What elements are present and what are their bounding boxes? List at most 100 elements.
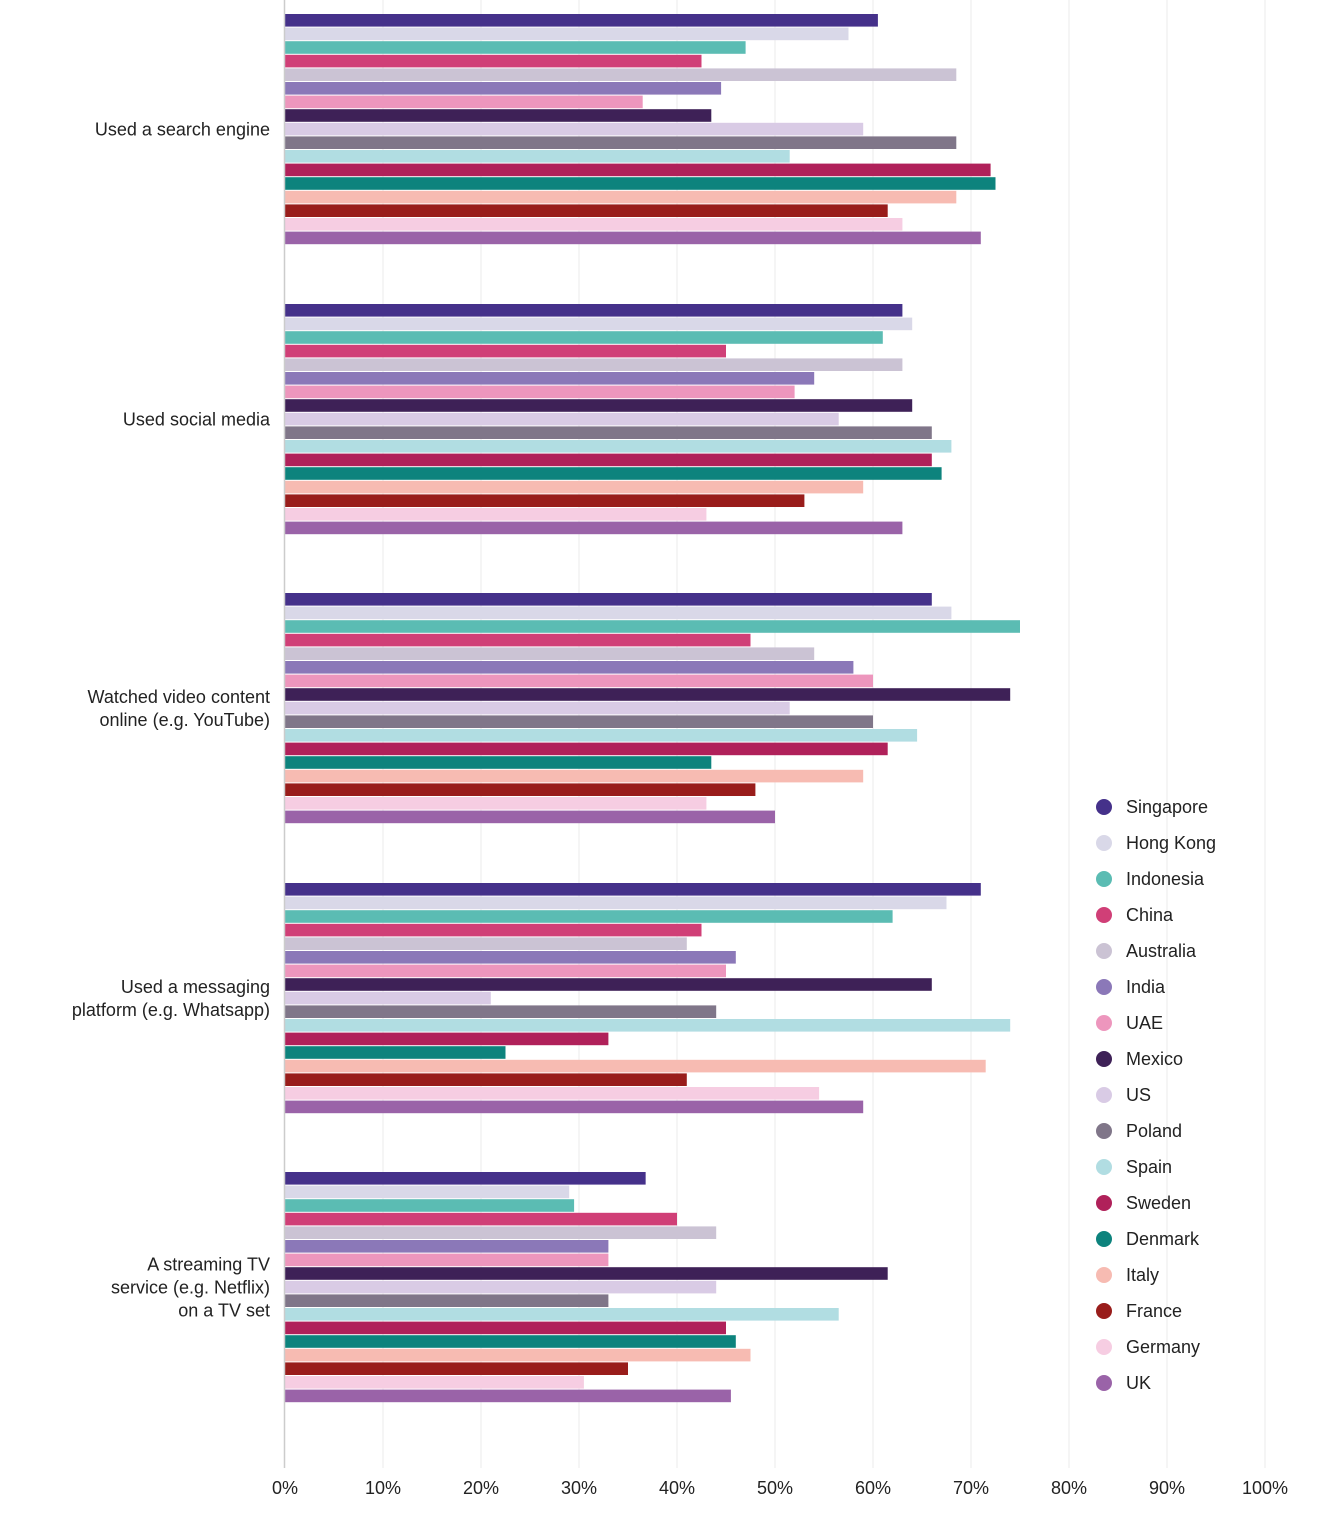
legend-label-hong-kong: Hong Kong [1126, 833, 1216, 853]
bar-india-cat-1 [285, 82, 722, 95]
legend-label-germany: Germany [1126, 1337, 1200, 1357]
bar-mexico-cat-5 [285, 1267, 888, 1280]
bar-spain-cat-5 [285, 1308, 839, 1321]
bar-germany-cat-4 [285, 1087, 820, 1100]
bar-mexico-cat-4 [285, 978, 932, 991]
bar-singapore-cat-4 [285, 883, 981, 896]
legend-swatch-mexico [1096, 1051, 1112, 1067]
bar-australia-cat-1 [285, 68, 957, 81]
x-tick-label-50: 50% [757, 1478, 793, 1498]
bar-germany-cat-2 [285, 508, 707, 521]
bar-china-cat-1 [285, 54, 702, 68]
legend-swatch-singapore [1096, 799, 1112, 815]
category-label: platform (e.g. Whatsapp) [72, 1000, 270, 1020]
bar-us-cat-4 [285, 991, 491, 1005]
legend-swatch-india [1096, 979, 1112, 995]
x-tick-label-30: 30% [561, 1478, 597, 1498]
bar-france-cat-4 [285, 1073, 687, 1086]
legend-swatch-us [1096, 1087, 1112, 1103]
bar-hong-kong-cat-1 [285, 27, 849, 41]
bar-uk-cat-3 [285, 810, 775, 824]
legend-label-india: India [1126, 977, 1166, 997]
bar-india-cat-2 [285, 372, 815, 385]
x-tick-label-70: 70% [953, 1478, 989, 1498]
legend-swatch-indonesia [1096, 871, 1112, 887]
bar-singapore-cat-1 [285, 14, 878, 27]
bar-us-cat-1 [285, 122, 864, 136]
bar-indonesia-cat-3 [285, 620, 1020, 633]
bar-uae-cat-5 [285, 1253, 609, 1267]
category-label: service (e.g. Netflix) [111, 1278, 270, 1298]
legend-label-poland: Poland [1126, 1121, 1182, 1141]
x-tick-label-10: 10% [365, 1478, 401, 1498]
bar-australia-cat-4 [285, 937, 687, 950]
bar-mexico-cat-1 [285, 109, 712, 122]
bar-poland-cat-3 [285, 715, 873, 728]
legend-label-australia: Australia [1126, 941, 1197, 961]
bar-indonesia-cat-5 [285, 1199, 575, 1212]
bar-germany-cat-1 [285, 218, 903, 231]
bar-france-cat-1 [285, 204, 888, 217]
bar-denmark-cat-5 [285, 1335, 736, 1348]
bar-uk-cat-1 [285, 231, 981, 245]
bars [285, 14, 1020, 1403]
category-label: Used a search engine [95, 120, 270, 140]
bar-indonesia-cat-4 [285, 910, 893, 923]
bar-indonesia-cat-1 [285, 41, 746, 54]
bar-denmark-cat-2 [285, 467, 942, 480]
legend-label-us: US [1126, 1085, 1151, 1105]
legend-swatch-uae [1096, 1015, 1112, 1031]
category-label: Watched video content [88, 687, 270, 707]
legend-swatch-italy [1096, 1267, 1112, 1283]
bar-uk-cat-2 [285, 521, 903, 535]
category-label: Used social media [123, 410, 271, 430]
bar-uae-cat-2 [285, 385, 795, 399]
bar-poland-cat-1 [285, 136, 957, 149]
bar-hong-kong-cat-2 [285, 317, 913, 331]
bar-australia-cat-3 [285, 647, 815, 660]
x-tick-label-0: 0% [272, 1478, 298, 1498]
bar-australia-cat-2 [285, 358, 903, 371]
legend-swatch-france [1096, 1303, 1112, 1319]
x-tick-label-80: 80% [1051, 1478, 1087, 1498]
legend: Singapore Hong Kong Indonesia China Australi… [1096, 797, 1216, 1393]
bar-france-cat-3 [285, 783, 756, 796]
legend-swatch-sweden [1096, 1195, 1112, 1211]
legend-label-singapore: Singapore [1126, 797, 1208, 817]
bar-germany-cat-3 [285, 797, 707, 810]
bar-italy-cat-5 [285, 1348, 751, 1362]
bar-germany-cat-5 [285, 1376, 584, 1389]
bar-hong-kong-cat-3 [285, 606, 952, 620]
bar-spain-cat-4 [285, 1019, 1011, 1032]
bar-hong-kong-cat-5 [285, 1185, 570, 1199]
category-label: online (e.g. YouTube) [100, 710, 270, 730]
bar-denmark-cat-4 [285, 1046, 506, 1059]
bar-indonesia-cat-2 [285, 331, 883, 344]
bar-france-cat-5 [285, 1362, 628, 1375]
bar-us-cat-5 [285, 1280, 717, 1294]
x-axis-ticks: 0% 10% 20% 30% 40% 50% 60% 70% 80% 90% 100% [272, 1478, 1288, 1498]
legend-label-china: China [1126, 905, 1174, 925]
bar-sweden-cat-2 [285, 453, 932, 467]
legend-label-sweden: Sweden [1126, 1193, 1191, 1213]
bar-denmark-cat-1 [285, 177, 996, 190]
bar-denmark-cat-3 [285, 756, 712, 769]
bar-india-cat-5 [285, 1240, 609, 1253]
category-label: A streaming TV [147, 1255, 270, 1275]
bar-mexico-cat-2 [285, 399, 913, 412]
legend-label-france: France [1126, 1301, 1182, 1321]
bar-china-cat-2 [285, 344, 726, 358]
bar-hong-kong-cat-4 [285, 896, 947, 910]
bar-uae-cat-3 [285, 674, 873, 688]
bar-uk-cat-5 [285, 1389, 731, 1403]
legend-swatch-germany [1096, 1339, 1112, 1355]
bar-spain-cat-3 [285, 729, 918, 742]
x-tick-label-20: 20% [463, 1478, 499, 1498]
bar-spain-cat-1 [285, 150, 790, 163]
legend-label-mexico: Mexico [1126, 1049, 1183, 1069]
legend-label-indonesia: Indonesia [1126, 869, 1205, 889]
bar-sweden-cat-5 [285, 1321, 726, 1335]
x-tick-label-40: 40% [659, 1478, 695, 1498]
bar-india-cat-4 [285, 951, 736, 964]
legend-label-italy: Italy [1126, 1265, 1159, 1285]
